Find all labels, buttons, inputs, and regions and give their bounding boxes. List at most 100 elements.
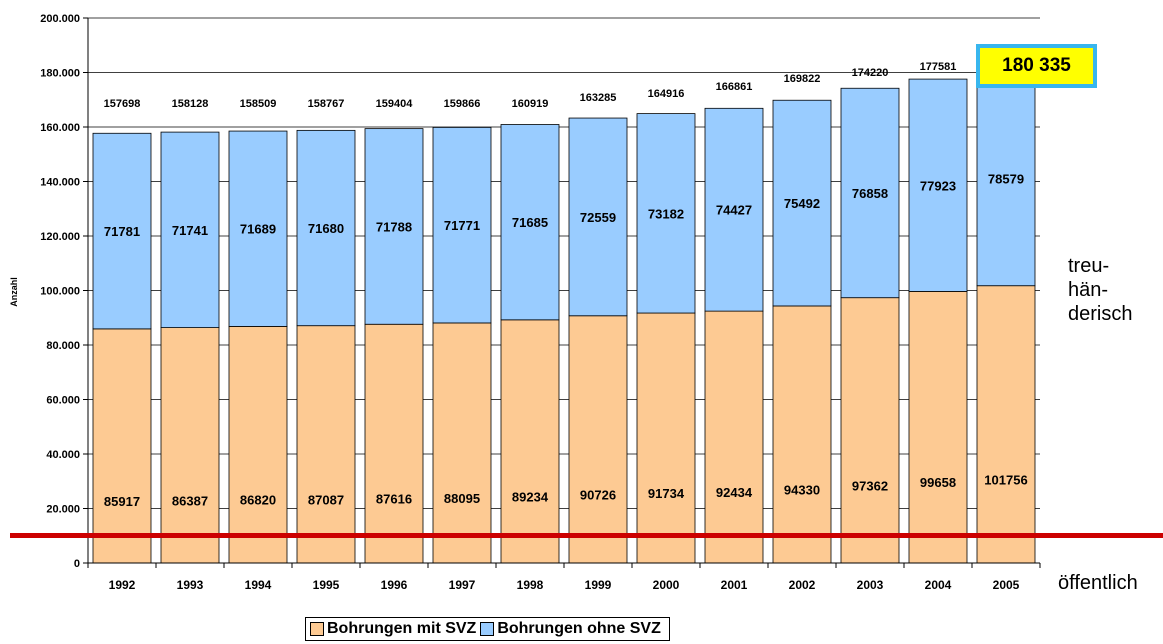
segment-value-label: 75492	[784, 196, 820, 211]
bar-segment	[296, 325, 356, 564]
segment-value-label: 74427	[716, 203, 752, 218]
x-axis: 1992 1993 1994 1995 1996 1997 1998 1999 2000 2001…	[87, 562, 1041, 592]
segment-value-label: 94330	[784, 482, 820, 497]
segment-value-label: 88095	[444, 491, 480, 506]
bar-segment	[908, 291, 968, 564]
legend: Bohrungen mit SVZ Bohrungen ohne SVZ	[305, 617, 670, 641]
y-tick-label: 160.000	[40, 122, 80, 134]
bars	[92, 71, 1036, 564]
y-tick-label: 40.000	[46, 449, 80, 461]
x-tick-label: 2001	[721, 578, 748, 592]
total-value-label: 160919	[512, 98, 549, 110]
segment-value-label: 73182	[648, 206, 684, 221]
x-tick-label: 2005	[993, 578, 1020, 592]
x-tick-label: 2003	[857, 578, 884, 592]
total-value-label: 159866	[444, 98, 481, 110]
x-tick-label: 1996	[381, 578, 408, 592]
y-tick-label: 140.000	[40, 177, 80, 189]
total-value-label: 158767	[308, 98, 345, 110]
segment-value-label: 87087	[308, 492, 344, 507]
segment-value-label: 85917	[104, 494, 140, 509]
data-labels: 85917 71781 157698 86387 71741 158128 86820 716…	[104, 61, 1028, 509]
segment-value-label: 90726	[580, 487, 616, 502]
bar-segment	[296, 129, 356, 327]
x-tick-label: 1992	[109, 578, 136, 592]
segment-value-label: 87616	[376, 492, 412, 507]
total-value-label: 169822	[784, 73, 821, 85]
total-value-label: 177581	[920, 61, 957, 73]
legend-swatch-mit-svz	[310, 622, 324, 636]
bar-segment	[976, 285, 1036, 564]
bar-segment	[364, 323, 424, 564]
x-tick-label: 1993	[177, 578, 204, 592]
segment-value-label: 71741	[172, 223, 208, 238]
bar-segment	[500, 124, 560, 321]
segment-value-label: 71689	[240, 222, 276, 237]
segment-value-label: 76858	[852, 186, 888, 201]
bar-segment	[568, 315, 628, 564]
legend-item-ohne-svz: Bohrungen ohne SVZ	[480, 620, 661, 638]
y-tick-label: 200.000	[40, 13, 80, 25]
total-value-label: 174220	[852, 67, 889, 79]
segment-value-label: 71685	[512, 215, 548, 230]
x-tick-label: 2000	[653, 578, 680, 592]
segment-value-label: 72559	[580, 210, 616, 225]
y-axis: 0 20.000 40.000 60.000 80.000 100.000 120.000 1…	[40, 13, 89, 570]
segment-value-label: 86820	[240, 493, 276, 508]
fiduciary-line-1: treu-	[1068, 255, 1110, 277]
bar-segment	[160, 131, 220, 328]
x-tick-label: 1997	[449, 578, 476, 592]
y-tick-label: 80.000	[46, 340, 80, 352]
segment-value-label: 97362	[852, 478, 888, 493]
y-tick-label: 20.000	[46, 504, 80, 516]
total-value-label: 157698	[104, 98, 141, 110]
bar-segment	[908, 78, 968, 292]
y-tick-label: 120.000	[40, 231, 80, 243]
bar-segment	[228, 326, 288, 564]
segment-value-label: 101756	[984, 472, 1027, 487]
x-tick-label: 1994	[245, 578, 272, 592]
bar-segment	[840, 87, 900, 299]
bar-segment	[568, 117, 628, 317]
bar-segment	[160, 327, 220, 564]
bar-segment	[432, 322, 492, 564]
segment-value-label: 99658	[920, 475, 956, 490]
x-tick-label: 1999	[585, 578, 612, 592]
bar-segment	[772, 99, 832, 307]
y-tick-label: 0	[74, 558, 80, 570]
bar-segment	[228, 130, 288, 327]
bar-segment	[364, 128, 424, 325]
y-tick-label: 180.000	[40, 68, 80, 80]
total-value-label: 158509	[240, 98, 277, 110]
x-tick-label: 1995	[313, 578, 340, 592]
bar-segment	[636, 113, 696, 314]
x-tick-label: 2004	[925, 578, 952, 592]
legend-swatch-ohne-svz	[480, 622, 495, 636]
total-value-label: 164916	[648, 88, 685, 100]
bar-segment	[432, 126, 492, 324]
y-tick-label: 60.000	[46, 395, 80, 407]
x-tick-label: 2002	[789, 578, 816, 592]
total-value-label: 159404	[376, 98, 414, 110]
legend-label-mit-svz: Bohrungen mit SVZ	[327, 620, 477, 637]
segment-value-label: 89234	[512, 489, 549, 504]
public-annotation: öffentlich	[1058, 572, 1138, 594]
segment-value-label: 71771	[444, 218, 480, 233]
fiduciary-line-2: hän-	[1068, 279, 1109, 301]
total-value-label: 158128	[172, 98, 209, 110]
bar-segment	[636, 312, 696, 564]
bar-segment	[704, 310, 764, 564]
public-divider-line	[10, 533, 1163, 538]
bar-segment	[840, 297, 900, 564]
legend-label-ohne-svz: Bohrungen ohne SVZ	[497, 620, 661, 637]
total-value-label: 163285	[580, 92, 617, 104]
segment-value-label: 71680	[308, 221, 344, 236]
segment-value-label: 71788	[376, 219, 412, 234]
segment-value-label: 77923	[920, 178, 956, 193]
segment-value-label: 86387	[172, 493, 208, 508]
segment-value-label: 92434	[716, 485, 753, 500]
bar-segment	[500, 319, 560, 564]
segment-value-label: 78579	[988, 172, 1024, 187]
bar-segment	[704, 107, 764, 312]
y-axis-label: Anzahl	[9, 277, 19, 307]
